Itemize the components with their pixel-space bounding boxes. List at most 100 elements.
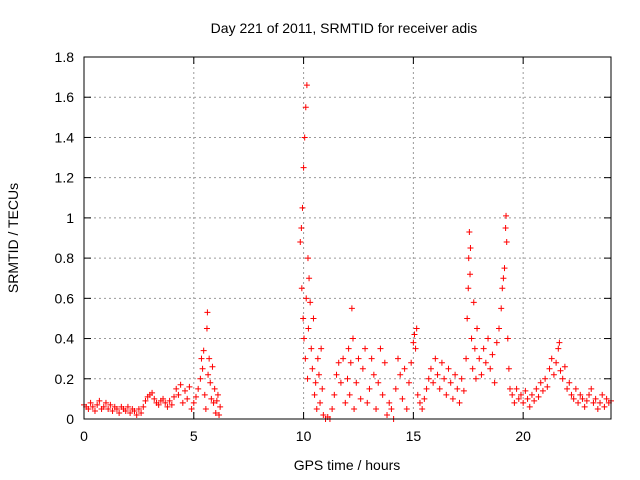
data-point bbox=[524, 395, 531, 402]
data-point bbox=[355, 355, 362, 362]
data-point bbox=[203, 325, 210, 332]
data-point bbox=[131, 407, 138, 414]
data-point bbox=[160, 395, 167, 402]
data-point bbox=[351, 405, 358, 412]
data-point bbox=[333, 371, 340, 378]
data-point bbox=[438, 359, 445, 366]
data-point bbox=[505, 365, 512, 372]
data-point bbox=[311, 391, 318, 398]
data-point bbox=[105, 405, 112, 412]
plot-frame bbox=[83, 56, 612, 420]
data-point bbox=[470, 299, 477, 306]
data-point bbox=[474, 325, 481, 332]
data-point bbox=[314, 355, 321, 362]
data-point bbox=[301, 134, 308, 141]
data-point bbox=[210, 399, 217, 406]
data-point bbox=[375, 379, 382, 386]
data-point bbox=[89, 403, 96, 410]
data-point bbox=[373, 405, 380, 412]
data-point bbox=[124, 403, 131, 410]
data-point bbox=[499, 285, 506, 292]
data-point bbox=[539, 387, 546, 394]
data-point bbox=[195, 385, 202, 392]
data-point bbox=[441, 375, 448, 382]
data-point bbox=[301, 335, 308, 342]
data-point bbox=[434, 371, 441, 378]
data-point bbox=[559, 375, 566, 382]
data-point bbox=[109, 407, 116, 414]
x-tick-label: 0 bbox=[80, 428, 88, 444]
data-point bbox=[465, 285, 472, 292]
data-point bbox=[216, 411, 223, 418]
data-point bbox=[140, 403, 147, 410]
data-point bbox=[463, 355, 470, 362]
data-point bbox=[491, 379, 498, 386]
data-point bbox=[297, 239, 304, 246]
data-point bbox=[308, 345, 315, 352]
data-point bbox=[370, 371, 377, 378]
data-point bbox=[392, 385, 399, 392]
data-point bbox=[347, 359, 354, 366]
data-point bbox=[472, 375, 479, 382]
data-point bbox=[337, 379, 344, 386]
data-point bbox=[568, 391, 575, 398]
data-point bbox=[502, 224, 509, 231]
data-point bbox=[421, 395, 428, 402]
grid-lines bbox=[84, 57, 611, 419]
data-point bbox=[135, 405, 142, 412]
data-point bbox=[202, 405, 209, 412]
data-point bbox=[395, 355, 402, 362]
data-point bbox=[452, 371, 459, 378]
data-point bbox=[175, 391, 182, 398]
data-point bbox=[335, 359, 342, 366]
data-point bbox=[485, 335, 492, 342]
x-tick-label: 5 bbox=[190, 428, 198, 444]
data-point bbox=[198, 355, 205, 362]
data-point bbox=[344, 375, 351, 382]
data-point bbox=[348, 305, 355, 312]
data-point bbox=[436, 385, 443, 392]
data-point bbox=[155, 401, 162, 408]
data-point bbox=[498, 305, 505, 312]
data-point bbox=[401, 365, 408, 372]
data-point bbox=[410, 339, 417, 346]
y-tick-label: 1.6 bbox=[55, 89, 75, 105]
data-point bbox=[432, 355, 439, 362]
data-point bbox=[91, 407, 98, 414]
data-point bbox=[511, 399, 518, 406]
data-point bbox=[177, 381, 184, 388]
data-point bbox=[303, 295, 310, 302]
data-point bbox=[500, 275, 507, 282]
data-point bbox=[528, 391, 535, 398]
data-point bbox=[192, 393, 199, 400]
data-point bbox=[601, 403, 608, 410]
data-point bbox=[315, 371, 322, 378]
data-point bbox=[164, 403, 171, 410]
data-point bbox=[466, 228, 473, 235]
data-point bbox=[207, 379, 214, 386]
data-point bbox=[179, 399, 186, 406]
data-point bbox=[561, 363, 568, 370]
data-point bbox=[300, 315, 307, 322]
data-point bbox=[583, 397, 590, 404]
data-point bbox=[579, 395, 586, 402]
data-point bbox=[526, 403, 533, 410]
data-point bbox=[544, 383, 551, 390]
data-point bbox=[190, 399, 197, 406]
data-point bbox=[430, 379, 437, 386]
data-point bbox=[357, 395, 364, 402]
data-point bbox=[318, 345, 325, 352]
data-point bbox=[443, 391, 450, 398]
data-point bbox=[599, 391, 606, 398]
data-point bbox=[496, 325, 503, 332]
data-point bbox=[305, 325, 312, 332]
data-point bbox=[405, 379, 412, 386]
data-point bbox=[302, 355, 309, 362]
data-point bbox=[555, 345, 562, 352]
data-point bbox=[388, 405, 395, 412]
data-point bbox=[213, 397, 220, 404]
data-point bbox=[87, 399, 94, 406]
data-point bbox=[423, 385, 430, 392]
data-point bbox=[142, 397, 149, 404]
data-point bbox=[204, 309, 211, 316]
